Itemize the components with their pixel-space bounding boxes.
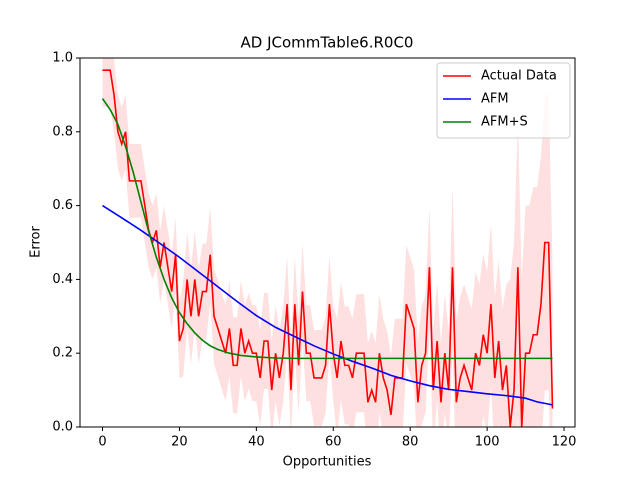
y-tick-label: 0.2 <box>52 346 73 361</box>
x-tick-label: 100 <box>475 435 500 450</box>
plot-area <box>101 58 554 427</box>
x-tick-label: 20 <box>171 435 188 450</box>
legend-box <box>436 62 571 139</box>
y-tick-label: 0.6 <box>52 198 73 213</box>
x-tick-label: 120 <box>552 435 577 450</box>
legend-label: Actual Data <box>481 69 557 84</box>
y-tick-label: 0.8 <box>52 124 73 139</box>
series-line <box>102 204 553 406</box>
confidence-band <box>102 58 553 427</box>
y-axis-label: Error <box>29 226 44 258</box>
y-tick-label: 0.4 <box>52 272 73 287</box>
series-line <box>101 98 553 360</box>
series-line <box>102 69 554 427</box>
legend-label: AFM <box>481 92 509 107</box>
legend-label: AFM+S <box>481 115 528 130</box>
x-tick-label: 60 <box>325 435 342 450</box>
chart-title: AD JCommTable6.R0C0 <box>241 34 414 52</box>
x-axis-label: Opportunities <box>283 455 372 470</box>
axes-frame <box>79 57 576 428</box>
x-tick-label: 80 <box>402 435 419 450</box>
x-tick-label: 0 <box>98 435 106 450</box>
y-tick-label: 0.0 <box>52 420 73 435</box>
x-tick-label: 40 <box>248 435 265 450</box>
y-tick-label: 1.0 <box>52 51 73 66</box>
